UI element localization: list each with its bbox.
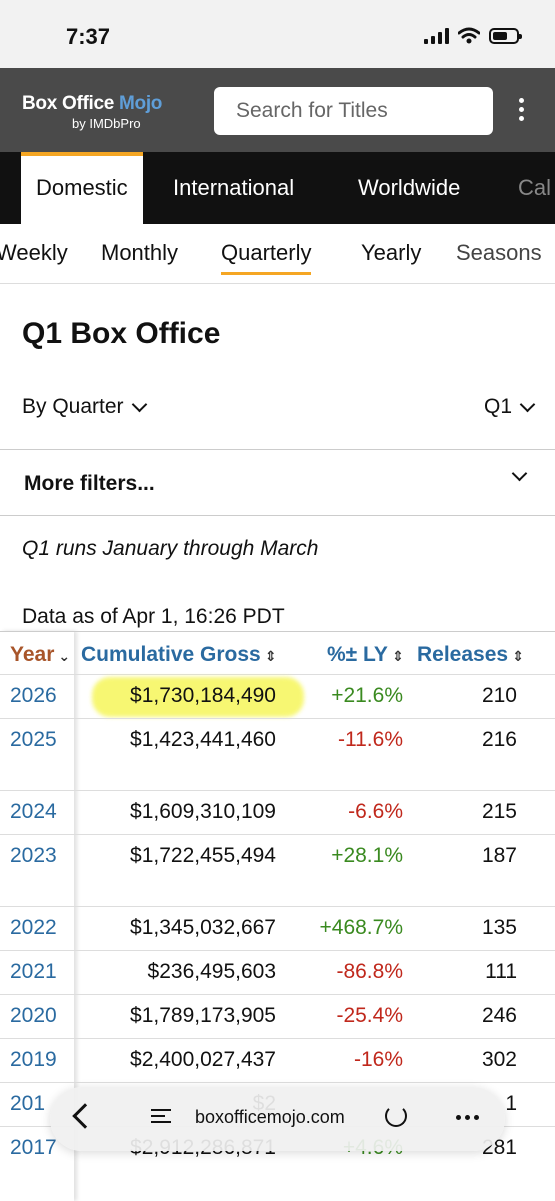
logo-subtitle: by IMDbPro xyxy=(72,116,141,131)
status-icons xyxy=(424,27,522,44)
signal-icon xyxy=(424,27,449,44)
table-header: Year ⌄ Cumulative Gross ⇕ %± LY ⇕ Releases ⇕ xyxy=(0,631,555,674)
chevron-down-icon xyxy=(131,396,147,412)
header-change-ly[interactable]: %± LY ⇕ xyxy=(327,643,404,666)
tab-monthly[interactable]: Monthly xyxy=(101,240,179,265)
sort-icon: ⇕ xyxy=(264,648,277,664)
releases-value: 111 xyxy=(485,960,517,983)
change-value: +28.1% xyxy=(331,844,403,867)
year-link[interactable]: 2020 xyxy=(10,1004,57,1027)
by-quarter-select[interactable]: By Quarter xyxy=(22,395,147,419)
tab-quarterly[interactable]: Quarterly xyxy=(221,240,312,275)
clock: 7:37 xyxy=(66,24,111,49)
header-releases[interactable]: Releases ⇕ xyxy=(417,643,524,666)
quarter-select[interactable]: Q1 xyxy=(483,395,536,419)
chevron-down-icon xyxy=(519,396,536,412)
more-filters-toggle[interactable]: More filters... xyxy=(0,449,555,516)
chevron-down-icon xyxy=(511,465,528,482)
year-link[interactable]: 2022 xyxy=(10,916,57,939)
releases-value: 210 xyxy=(481,684,517,707)
tab-seasons[interactable]: Seasons xyxy=(456,240,542,265)
logo-accent-text: Mojo xyxy=(119,93,163,114)
releases-value: 187 xyxy=(481,844,517,867)
back-icon[interactable] xyxy=(72,1103,98,1129)
more-filters-label: More filters... xyxy=(24,472,155,495)
year-link[interactable]: 2021 xyxy=(10,960,57,983)
releases-value: 216 xyxy=(481,728,517,751)
wifi-icon xyxy=(458,27,480,44)
tab-calendar[interactable]: Cal xyxy=(518,175,552,200)
change-value: -25.4% xyxy=(336,1004,403,1027)
highlight-mark xyxy=(92,677,304,717)
gross-value: $1,423,441,460 xyxy=(130,728,276,751)
year-link[interactable]: 2023 xyxy=(10,844,57,867)
sort-icon: ⇕ xyxy=(512,648,524,664)
year-link[interactable]: 201 xyxy=(10,1092,46,1115)
table-row: 2023 $1,722,455,494 +28.1% 187 xyxy=(0,834,555,906)
tabs-icon[interactable] xyxy=(151,1109,171,1125)
box-office-table: Year ⌄ Cumulative Gross ⇕ %± LY ⇕ Releases ⇕… xyxy=(0,631,555,1170)
by-quarter-label: By Quarter xyxy=(22,395,124,418)
period-tabs: Weekly Monthly Quarterly Yearly Seasons xyxy=(0,224,555,284)
table-row: 2024 $1,609,310,109 -6.6% 215 xyxy=(0,790,555,834)
status-bar: 7:37 xyxy=(0,0,555,68)
releases-value: 135 xyxy=(481,916,517,939)
releases-value: 215 xyxy=(481,800,517,823)
year-link[interactable]: 2017 xyxy=(10,1136,57,1159)
site-header: Box Office Mojo by IMDbPro xyxy=(0,68,555,152)
change-value: +468.7% xyxy=(319,916,404,939)
year-link[interactable]: 2024 xyxy=(10,800,57,823)
page-title: Q1 Box Office xyxy=(22,317,221,350)
region-tabs: Domestic International Worldwide Cal xyxy=(0,152,555,224)
gross-value: $2,400,027,437 xyxy=(130,1048,276,1071)
table-row: 2025 $1,423,441,460 -11.6% 216 xyxy=(0,718,555,790)
selector-row: By Quarter Q1 xyxy=(22,395,536,419)
gross-value: $1,609,310,109 xyxy=(130,800,276,823)
reload-icon[interactable] xyxy=(385,1105,407,1127)
battery-icon xyxy=(489,27,522,44)
change-value: -16% xyxy=(353,1048,403,1071)
search-input[interactable] xyxy=(214,87,493,135)
change-value: -86.8% xyxy=(336,960,403,983)
year-link[interactable]: 2025 xyxy=(10,728,57,751)
gross-value: $236,495,603 xyxy=(147,960,276,983)
address-bar[interactable]: boxofficemojo.com xyxy=(195,1107,345,1127)
table-body: 2026 $1,730,184,490 +21.6% 210 2025 $1,423,44… xyxy=(0,674,555,1170)
gross-value: $1,730,184,490 xyxy=(130,684,276,707)
site-logo[interactable]: Box Office Mojo by IMDbPro xyxy=(22,93,162,131)
table-row: 2020 $1,789,173,905 -25.4% 246 xyxy=(0,994,555,1038)
browser-toolbar: boxofficemojo.com xyxy=(50,1087,505,1151)
sort-icon: ⇕ xyxy=(391,648,404,664)
quarter-note: Q1 runs January through March xyxy=(22,537,319,560)
gross-value: $1,345,032,667 xyxy=(130,916,276,939)
year-link[interactable]: 2019 xyxy=(10,1048,57,1071)
sort-desc-icon: ⌄ xyxy=(58,648,71,664)
gross-value: $1,789,173,905 xyxy=(130,1004,276,1027)
more-options-icon[interactable] xyxy=(456,1115,479,1120)
change-value: -11.6% xyxy=(338,728,403,751)
change-value: -6.6% xyxy=(348,800,403,823)
header-cumulative-gross[interactable]: Cumulative Gross ⇕ xyxy=(81,643,277,666)
menu-kebab-icon[interactable] xyxy=(519,98,525,125)
releases-value: 302 xyxy=(481,1048,517,1071)
change-value: +21.6% xyxy=(331,684,403,707)
releases-value: 1 xyxy=(505,1092,517,1115)
gross-value: $1,722,455,494 xyxy=(130,844,276,867)
table-row: 2022 $1,345,032,667 +468.7% 135 xyxy=(0,906,555,950)
table-row: 2019 $2,400,027,437 -16% 302 xyxy=(0,1038,555,1082)
tab-yearly[interactable]: Yearly xyxy=(361,240,422,265)
tab-international[interactable]: International xyxy=(173,175,295,200)
data-as-of: Data as of Apr 1, 16:26 PDT xyxy=(22,605,285,628)
header-year[interactable]: Year ⌄ xyxy=(10,643,71,666)
quarter-label: Q1 xyxy=(483,395,512,418)
year-link[interactable]: 2026 xyxy=(10,684,57,707)
logo-main-text: Box Office xyxy=(22,93,119,114)
tab-worldwide[interactable]: Worldwide xyxy=(358,175,461,200)
table-row: 2026 $1,730,184,490 +21.6% 210 xyxy=(0,674,555,718)
tab-domestic[interactable]: Domestic xyxy=(21,152,143,224)
tab-weekly[interactable]: Weekly xyxy=(0,240,68,265)
releases-value: 246 xyxy=(481,1004,517,1027)
table-row: 2021 $236,495,603 -86.8% 111 xyxy=(0,950,555,994)
